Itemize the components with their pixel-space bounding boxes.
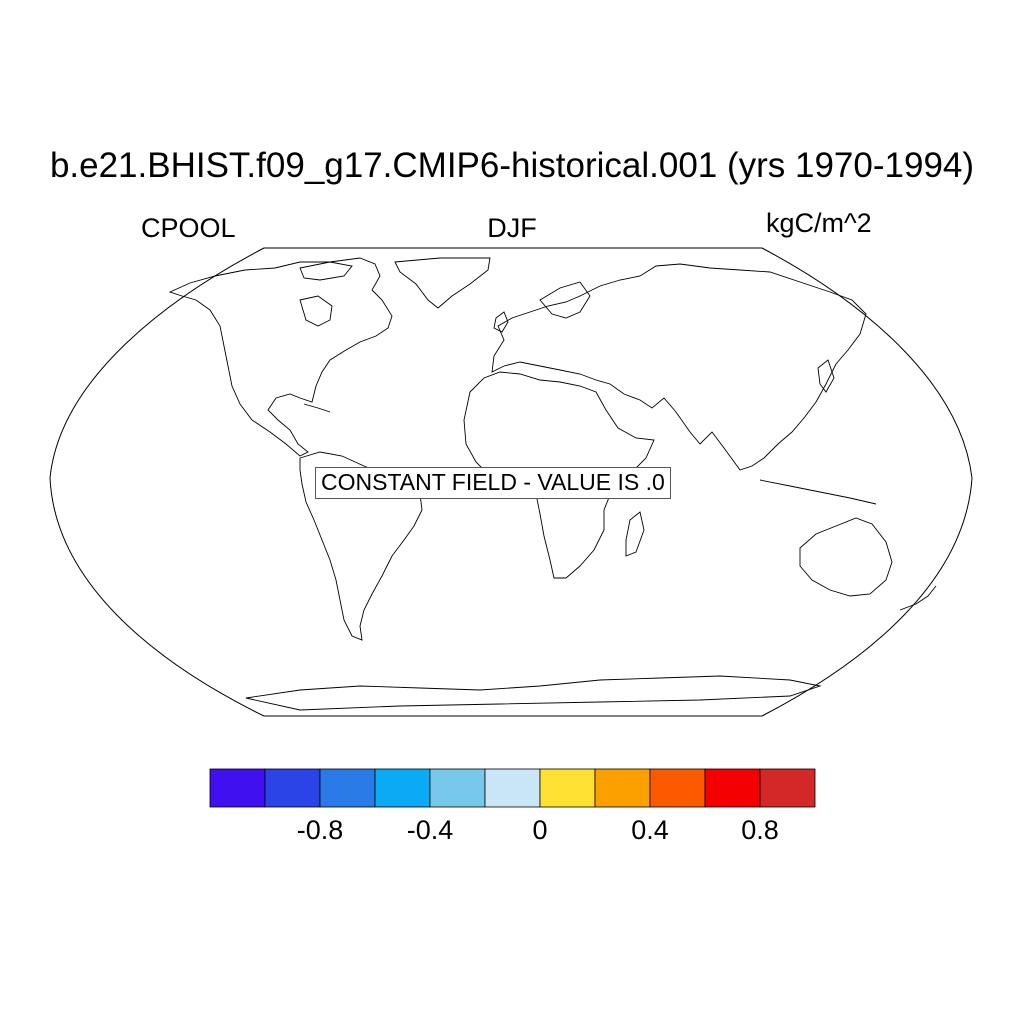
coastline-new-zealand <box>899 585 937 611</box>
colorbar-swatch <box>649 768 706 808</box>
coastline-north-america <box>168 257 393 457</box>
coastline-europe <box>491 263 867 471</box>
colorbar-swatch <box>759 768 816 808</box>
colorbar-tick-label: -0.8 <box>296 815 344 845</box>
colorbar-swatch <box>209 768 266 808</box>
coastline-scandinavia <box>539 281 591 319</box>
colorbar-swatch <box>374 768 431 808</box>
variable-label: CPOOL <box>141 213 236 243</box>
coastline-arctic-islands <box>299 261 353 281</box>
coastline-japan <box>817 359 835 393</box>
constant-field-annotation: CONSTANT FIELD - VALUE IS .0 <box>315 467 671 499</box>
coastline-australia <box>799 517 893 597</box>
colorbar-swatch <box>539 768 596 808</box>
colorbar-tick-label: 0.8 <box>741 815 779 845</box>
coastline-hudson-bay <box>299 295 333 327</box>
coastline-uk <box>493 311 509 333</box>
coastline-greenland <box>394 257 491 309</box>
coastline-madagascar <box>625 511 645 557</box>
colorbar-tick-label: 0 <box>532 815 548 845</box>
map-boundary <box>49 247 973 717</box>
plot-title: b.e21.BHIST.f09_g17.CMIP6-historical.001… <box>49 146 975 185</box>
colorbar-tick-label: -0.4 <box>406 815 454 845</box>
colorbar-swatch <box>484 768 541 808</box>
season-label: DJF <box>487 213 537 243</box>
colorbar-swatch <box>319 768 376 808</box>
colorbar-swatch <box>429 768 486 808</box>
coastline-indonesia <box>759 479 877 505</box>
colorbar-swatch <box>264 768 321 808</box>
colorbar-swatch <box>594 768 651 808</box>
colorbar-tick-label: 0.4 <box>631 815 669 845</box>
coastline-antarctica <box>245 675 822 711</box>
coastline-cuba <box>303 403 331 413</box>
colorbar-swatch <box>704 768 761 808</box>
units-label: kgC/m^2 <box>766 208 872 238</box>
